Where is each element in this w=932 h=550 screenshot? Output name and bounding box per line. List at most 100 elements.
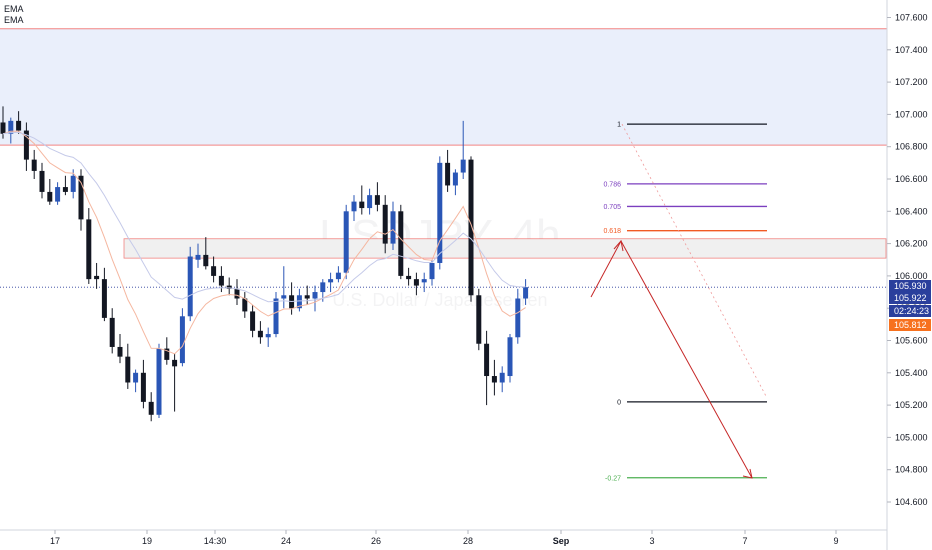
candle [390, 201, 396, 251]
fib-level-label: 1 [617, 122, 621, 129]
candle [398, 204, 404, 280]
candle-body [164, 348, 170, 360]
candle-body [413, 279, 419, 286]
candle-body [484, 343, 490, 377]
candle-body [312, 292, 318, 299]
candle [203, 237, 209, 270]
candle-body [39, 170, 45, 192]
time-tick-label: 26 [371, 536, 381, 546]
price-tick-label: 105.400 [895, 368, 928, 378]
candle [156, 343, 162, 419]
time-tick-label: 9 [833, 536, 838, 546]
candle [23, 122, 29, 171]
candle-body [101, 279, 107, 318]
fib-level-label: -0.27 [605, 475, 621, 482]
candle-body [343, 211, 349, 273]
candle-body [172, 359, 178, 367]
candle-body [429, 262, 435, 280]
candle [499, 366, 505, 393]
candle [445, 149, 451, 192]
candle [242, 292, 248, 318]
time-tick-label: 19 [142, 536, 152, 546]
candle [78, 169, 84, 231]
candle [491, 359, 497, 396]
price-tick-label: 105.200 [895, 400, 928, 410]
candle [413, 272, 419, 296]
candle [16, 111, 22, 134]
price-tick-label: 104.600 [895, 497, 928, 507]
time-tick-label: 3 [649, 536, 654, 546]
candle [476, 288, 482, 351]
candle-body [109, 317, 115, 347]
candle [382, 195, 388, 254]
candle-body [304, 295, 310, 299]
fib-diagonal-guide [621, 123, 768, 399]
candle [359, 185, 365, 215]
candle [47, 179, 53, 205]
projection-arrow-head-down [742, 468, 753, 479]
candle-body [359, 201, 365, 209]
candle-body [460, 159, 466, 173]
candle [304, 285, 310, 305]
candle-body [406, 275, 412, 280]
candle-body [250, 311, 256, 331]
candle-body [390, 211, 396, 244]
candle [312, 285, 318, 312]
candle-body [491, 376, 497, 383]
time-tick-label: 28 [463, 536, 473, 546]
candle [234, 279, 240, 305]
candle [523, 279, 529, 305]
candle [351, 195, 357, 221]
price-tick-label: 106.400 [895, 206, 928, 216]
price-tag-box [889, 292, 931, 304]
price-tag-label: 02:24:23 [894, 306, 929, 316]
candle-body [156, 348, 162, 415]
candle [94, 262, 100, 289]
candle-body [0, 122, 6, 134]
candle-body [296, 295, 302, 309]
price-tick-label: 107.200 [895, 77, 928, 87]
candle-body [281, 295, 287, 299]
candle [328, 272, 334, 293]
candle-body [133, 372, 139, 383]
candle [296, 288, 302, 312]
candle-body [55, 187, 61, 202]
candle [343, 204, 349, 280]
candle-body [148, 401, 154, 415]
projection-arrow-path [590, 239, 753, 479]
fib-level-label: 0.786 [603, 181, 621, 188]
price-tick-label: 107.600 [895, 13, 928, 23]
candle [8, 117, 14, 144]
candle-body [452, 172, 458, 186]
price-tag-label: 105.812 [894, 320, 927, 330]
candle-body [320, 282, 326, 293]
candle [226, 277, 232, 296]
candle [39, 162, 45, 199]
price-tag: 105.930 [889, 280, 931, 292]
candle-body [117, 346, 123, 357]
candle-body [8, 120, 14, 134]
candle [62, 175, 68, 196]
candle-body [179, 316, 185, 364]
price-tag-box [889, 305, 931, 317]
candle [460, 120, 466, 179]
candle [55, 182, 61, 205]
candle-body [211, 266, 217, 276]
candle [187, 246, 193, 322]
candle-body [234, 288, 240, 299]
candle-body [476, 295, 482, 344]
candle-body [187, 256, 193, 317]
candle-body [421, 279, 427, 283]
candle-body [125, 356, 131, 383]
candle [335, 266, 341, 283]
candle-body [374, 195, 380, 205]
candle-body [351, 201, 357, 212]
candle [429, 259, 435, 286]
price-tick-label: 107.000 [895, 109, 928, 119]
candle [265, 327, 271, 347]
price-tag: 02:24:23 [889, 305, 931, 317]
candle-body [94, 275, 100, 280]
fib-level-label: 0 [617, 399, 621, 406]
candle [0, 106, 6, 139]
